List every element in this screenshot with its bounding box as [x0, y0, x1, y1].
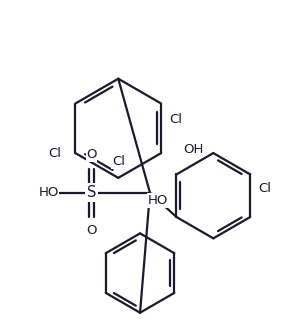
Text: S: S — [87, 185, 96, 200]
Text: Cl: Cl — [112, 155, 125, 168]
Text: Cl: Cl — [169, 113, 182, 126]
Text: Cl: Cl — [258, 182, 271, 195]
Text: OH: OH — [183, 143, 203, 156]
Text: HO: HO — [148, 194, 168, 207]
Text: HO: HO — [39, 186, 59, 199]
Text: Cl: Cl — [48, 147, 61, 160]
Text: O: O — [86, 148, 97, 161]
Text: O: O — [86, 225, 97, 238]
